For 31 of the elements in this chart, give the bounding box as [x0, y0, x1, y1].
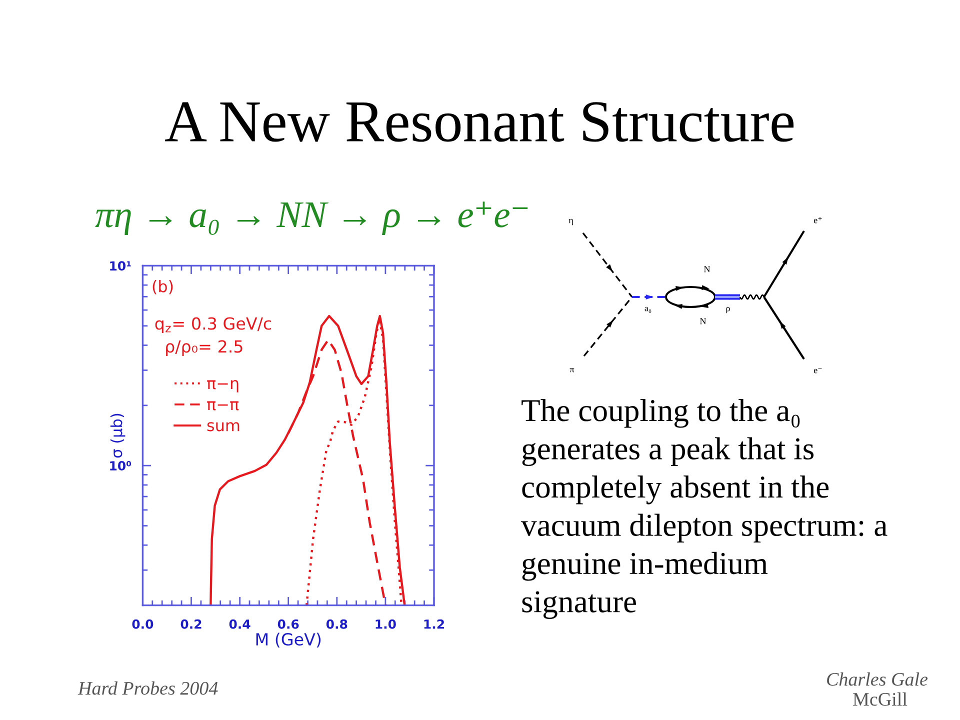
x-tick-label: 0.0: [132, 619, 154, 629]
x-tick-label: 0.4: [229, 619, 250, 629]
text: The coupling to the a₀ generates a peak that is completely absent in the vacuum dilepton spectrum: a genuine in-medium signature: [521, 399, 888, 619]
annotation: q$_{z}$= 0.3 GeV/c: [155, 317, 272, 334]
chart-title: A New Resonant Structure: [164, 102, 794, 142]
y-axis-title: σ (μb): [110, 414, 126, 458]
text: e⁻: [814, 368, 822, 374]
text: ρ: [726, 306, 730, 314]
x-tick-label: 0.2: [180, 619, 202, 629]
text: η: [568, 218, 573, 226]
text: N: [700, 318, 706, 324]
text: Charles Gale: [827, 672, 928, 686]
x-tick-label: 1.0: [376, 619, 396, 629]
chart-subtitle: πη → a₀ → NN → ρ → e⁺e⁻: [95, 202, 528, 236]
legend-label: sum: [207, 422, 240, 432]
annotation: ρ/ρ₀= 2.5: [166, 340, 242, 356]
y-tick-label: 10¹: [110, 261, 131, 271]
x-tick-label: 1.2: [424, 619, 444, 629]
text: a₀: [644, 306, 652, 314]
legend-label: π−η: [207, 380, 238, 392]
x-axis-title: M (GeV): [256, 632, 321, 648]
annotation: (b): [152, 280, 173, 294]
text: N: [704, 266, 710, 272]
text: McGill: [853, 692, 908, 706]
text: Hard Probes 2004: [78, 681, 218, 695]
text: e⁺: [814, 217, 822, 224]
legend-label: π−π: [207, 401, 239, 410]
y-tick-label: 10⁰: [110, 461, 132, 471]
x-tick-label: 0.8: [326, 619, 348, 629]
x-tick-label: 0.6: [278, 619, 299, 629]
text: π: [570, 368, 574, 372]
